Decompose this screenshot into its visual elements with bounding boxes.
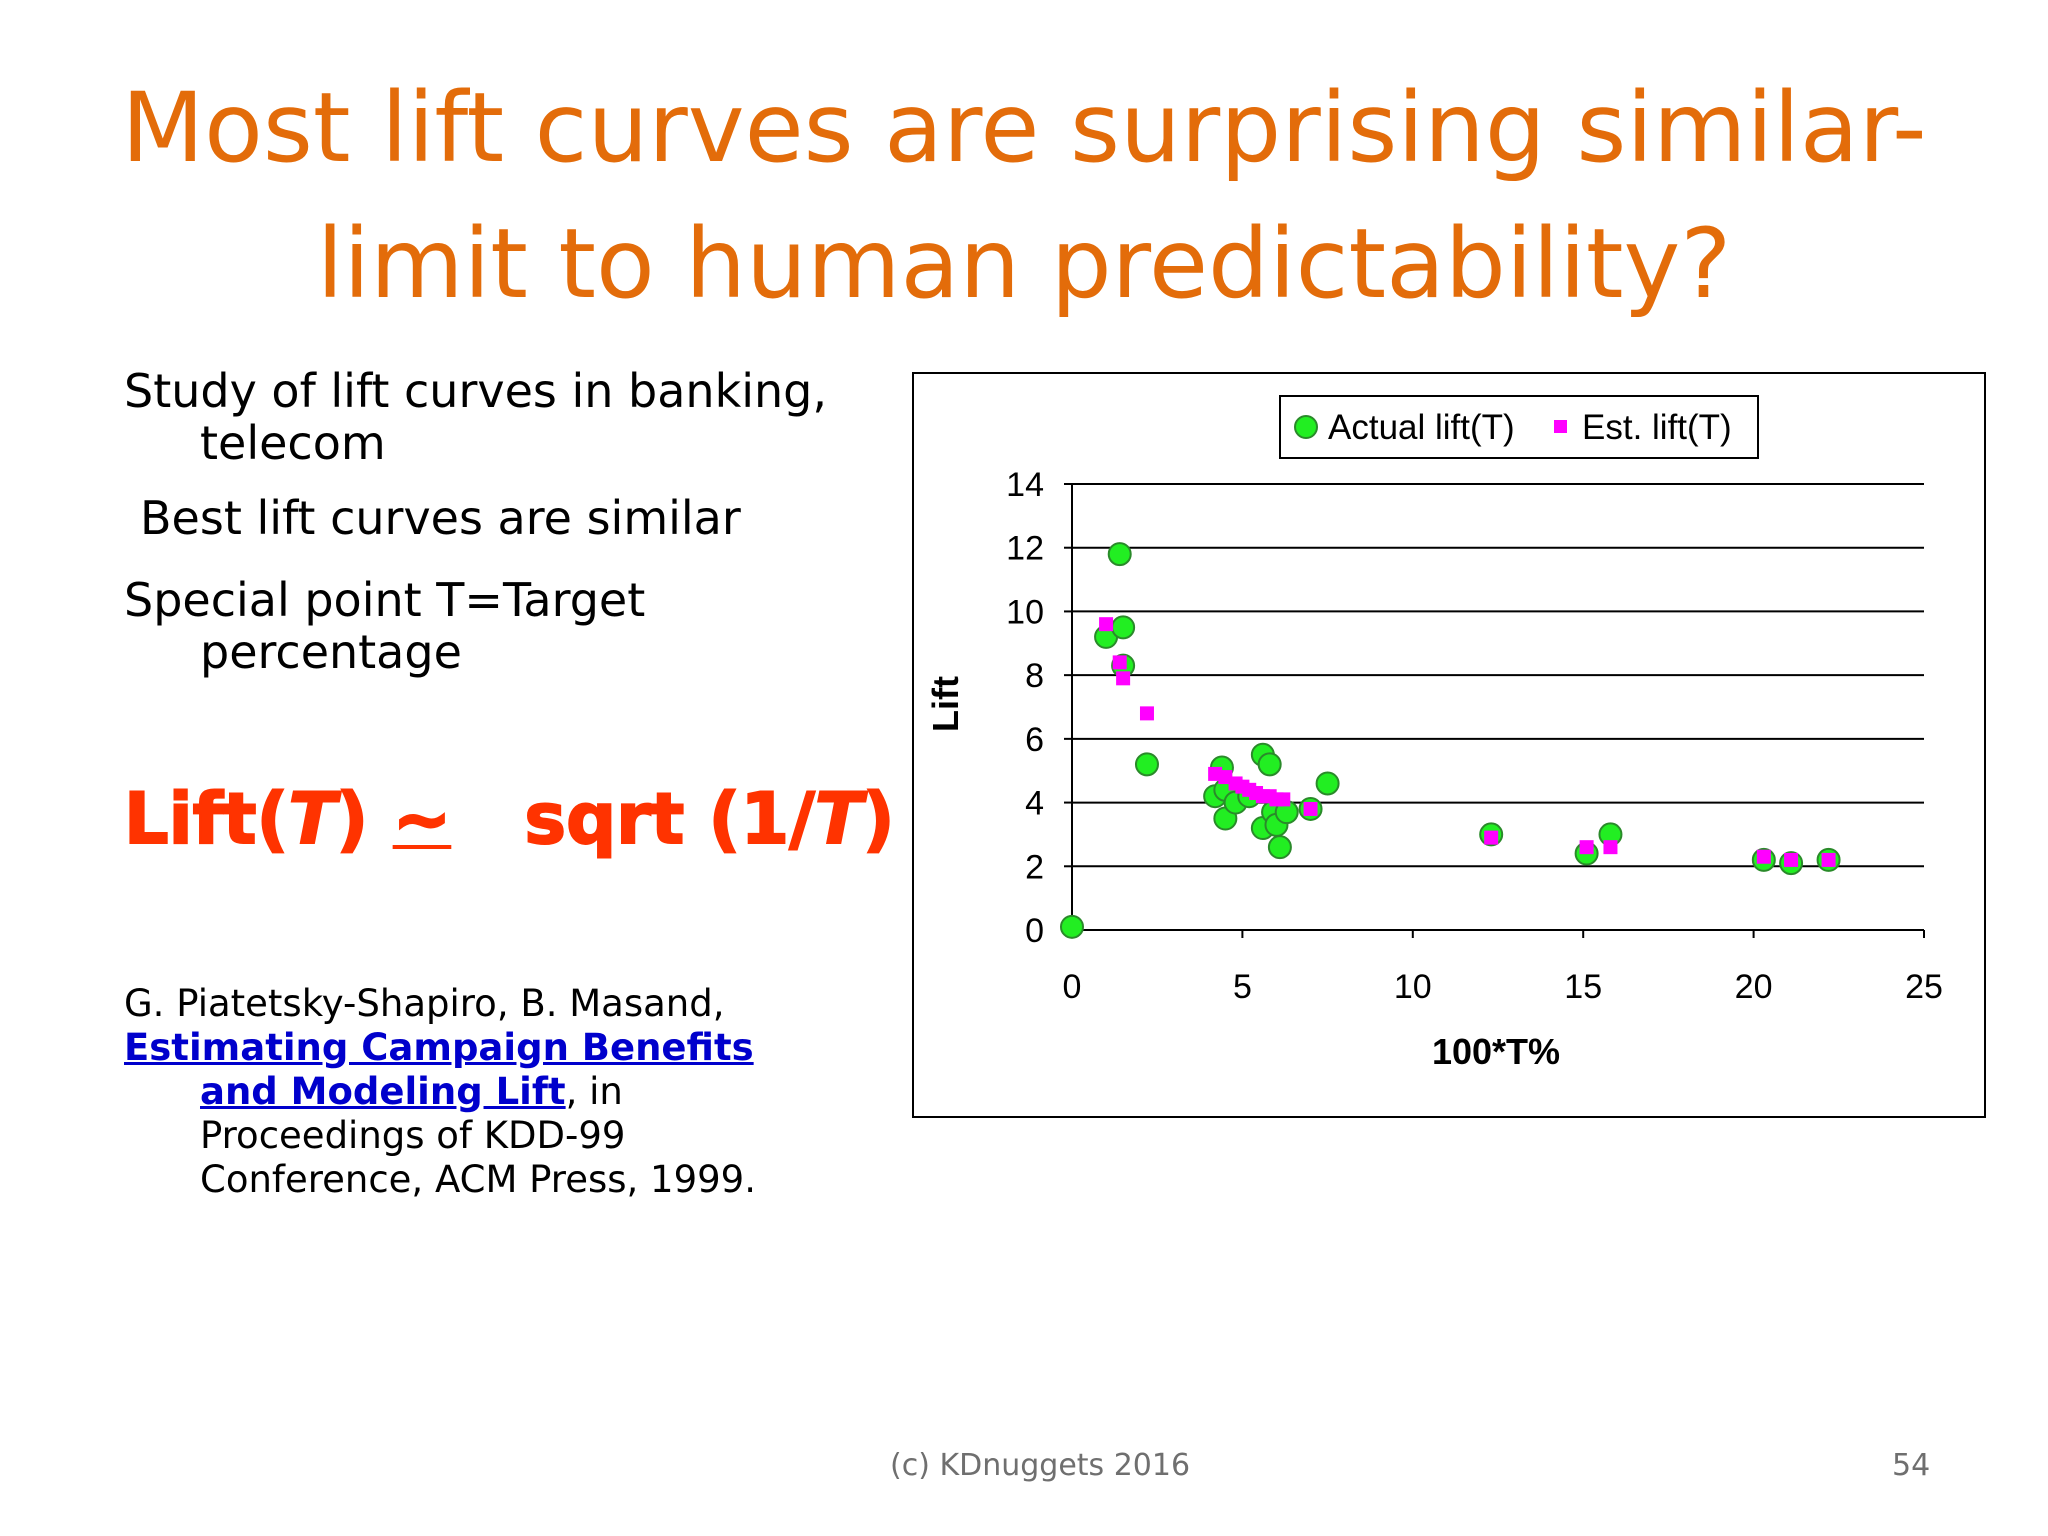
bullet-special-point: Special point T=Target percentage <box>124 574 645 678</box>
title-line-2: limit to human predictability? <box>316 208 1732 320</box>
x-tick-label: 10 <box>1394 968 1432 1006</box>
actual-lift-point <box>1134 752 1159 777</box>
lift-scatter-chart: 0 2 4 6 8 10 12 14 0 5 10 15 20 25 100*T% Lift Actua… <box>925 395 1943 1072</box>
formula-tilde: ~ <box>392 777 453 861</box>
title-line-1: Most lift curves are surprising similar- <box>121 72 1927 184</box>
x-tick-label: 5 <box>1233 968 1252 1006</box>
formula-part2: ) <box>335 777 393 861</box>
est-lift-point <box>1112 655 1127 670</box>
x-tick-label: 25 <box>1905 968 1943 1006</box>
actual-lift-point <box>1315 771 1340 796</box>
reference-rest: , in Proceedings of KDD-99 Conference, A… <box>200 1070 756 1201</box>
y-tick-label: 2 <box>1025 848 1044 886</box>
actual-lift-point <box>1111 615 1136 640</box>
y-tick-label: 12 <box>1006 530 1044 568</box>
page-number: 54 <box>1892 1448 1931 1483</box>
bullet-study: Study of lift curves in banking, telecom <box>124 365 827 469</box>
x-tick-label: 15 <box>1564 968 1602 1006</box>
bullet-best-lift: Best lift curves are similar <box>140 491 741 545</box>
est-lift-point <box>1303 801 1318 816</box>
est-lift-point <box>1484 830 1499 845</box>
est-lift-point <box>1099 617 1114 632</box>
legend-marker-est <box>1554 420 1567 433</box>
y-tick-label: 10 <box>1006 593 1044 631</box>
bullet-study-line2: telecom <box>200 416 386 470</box>
y-tick-labels: 0 2 4 6 8 10 12 14 <box>1006 466 1044 950</box>
formula-part4: ) <box>862 777 896 861</box>
y-tick-label: 14 <box>1006 466 1044 504</box>
legend: Actual lift(T) Est. lift(T) <box>1279 395 1759 459</box>
formula-var1: T <box>288 777 338 861</box>
formula-part1: Lift( <box>123 777 290 861</box>
bullet-study-line1: Study of lift curves in banking, <box>124 364 827 418</box>
est-lift-point <box>1603 840 1618 855</box>
bullet-special-line1: Special point T=Target <box>124 573 646 627</box>
formula-part3: sqrt (1/ <box>451 777 815 861</box>
actual-lift-point <box>1107 542 1132 567</box>
x-tick-label: 20 <box>1735 968 1773 1006</box>
legend-label-actual: Actual lift(T) <box>1328 408 1515 447</box>
x-tick-label: 0 <box>1063 968 1082 1006</box>
y-tick-label: 0 <box>1025 912 1044 950</box>
y-tick-label: 6 <box>1025 721 1044 759</box>
est-lift-point <box>1116 671 1131 686</box>
est-lift-point <box>1579 840 1594 855</box>
x-tick-labels: 0 5 10 15 20 25 <box>1063 968 1943 1006</box>
reference: G. Piatetsky-Shapiro, B. Masand, Estimat… <box>124 982 844 1202</box>
legend-marker-actual <box>1294 415 1318 439</box>
actual-lift-point <box>1060 914 1084 939</box>
est-lift-point <box>1139 706 1154 721</box>
legend-label-est: Est. lift(T) <box>1582 408 1732 447</box>
est-lift-point <box>1821 852 1836 867</box>
x-axis-label: 100*T% <box>1432 1031 1560 1072</box>
y-axis-label: Lift <box>925 676 966 732</box>
est-lift-point <box>1784 852 1799 867</box>
y-tick-label: 4 <box>1025 785 1044 823</box>
footer-copyright: (c) KDnuggets 2016 <box>890 1448 1191 1483</box>
reference-authors: G. Piatetsky-Shapiro, B. Masand, <box>124 982 725 1025</box>
bullet-special-line2: percentage <box>200 625 462 679</box>
actual-lift-point <box>1257 752 1282 777</box>
est-lift-point <box>1756 849 1771 864</box>
formula-var2: T <box>814 777 864 861</box>
grid-lines <box>1072 483 1924 868</box>
reference-citation: Estimating Campaign Benefits and Modelin… <box>124 1026 844 1202</box>
legend-box <box>1279 395 1759 459</box>
lift-formula: Lift(T) ~ sqrt (1/T) <box>123 777 896 861</box>
slide-title: Most lift curves are surprising similar-… <box>0 60 2048 332</box>
data-marks <box>1060 542 1841 939</box>
actual-lift-point <box>1267 835 1292 860</box>
chart-frame: 0 2 4 6 8 10 12 14 0 5 10 15 20 25 100*T% Lift Actua… <box>912 372 1986 1118</box>
reference-link[interactable]: Estimating Campaign Benefits and Modelin… <box>124 1026 754 1113</box>
est-lift-point <box>1276 792 1291 807</box>
y-tick-label: 8 <box>1025 657 1044 695</box>
